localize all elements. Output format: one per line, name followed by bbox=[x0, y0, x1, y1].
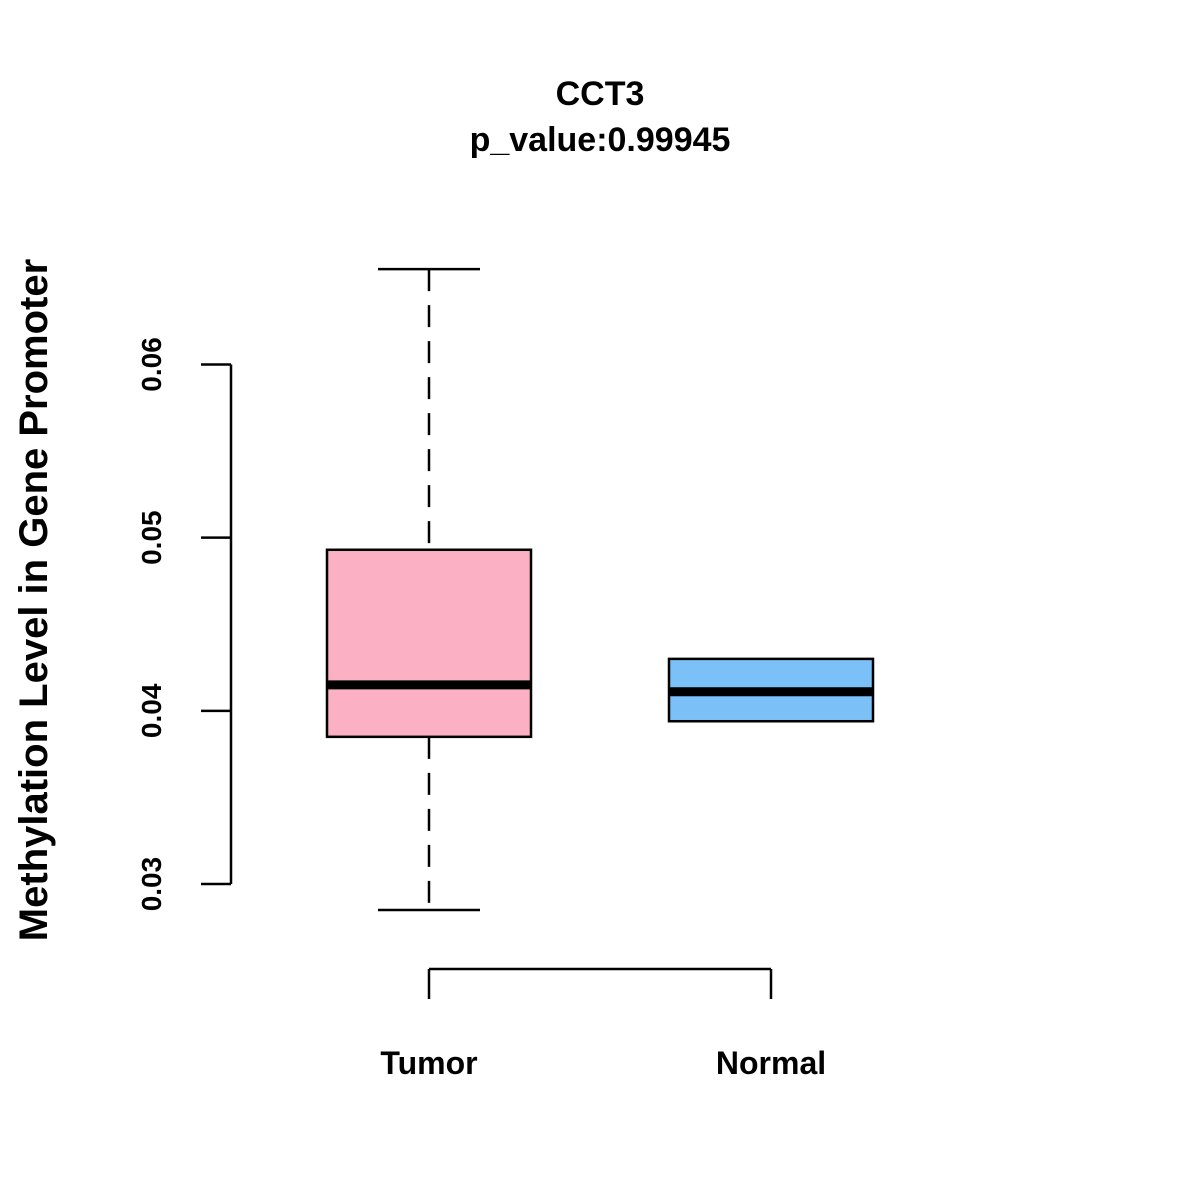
box-tumor bbox=[325, 267, 533, 912]
boxes bbox=[325, 267, 875, 912]
chart-title: CCT3 bbox=[556, 75, 645, 113]
y-axis-label: Methylation Level in Gene Promoter bbox=[12, 259, 56, 941]
box-normal bbox=[667, 657, 875, 723]
y-tick-label: 0.05 bbox=[136, 510, 167, 565]
x-tick-label: Normal bbox=[716, 1045, 826, 1081]
y-tick-label: 0.04 bbox=[136, 683, 167, 738]
x-tick-label: Tumor bbox=[380, 1045, 477, 1081]
box-iqr bbox=[325, 548, 533, 739]
chart-subtitle: p_value:0.99945 bbox=[470, 121, 731, 159]
x-axis: Tumor Normal bbox=[380, 967, 826, 1081]
y-tick-label: 0.06 bbox=[136, 337, 167, 392]
y-axis: 0.03 0.04 0.05 0.06 bbox=[136, 337, 233, 912]
y-tick-label: 0.03 bbox=[136, 857, 167, 912]
